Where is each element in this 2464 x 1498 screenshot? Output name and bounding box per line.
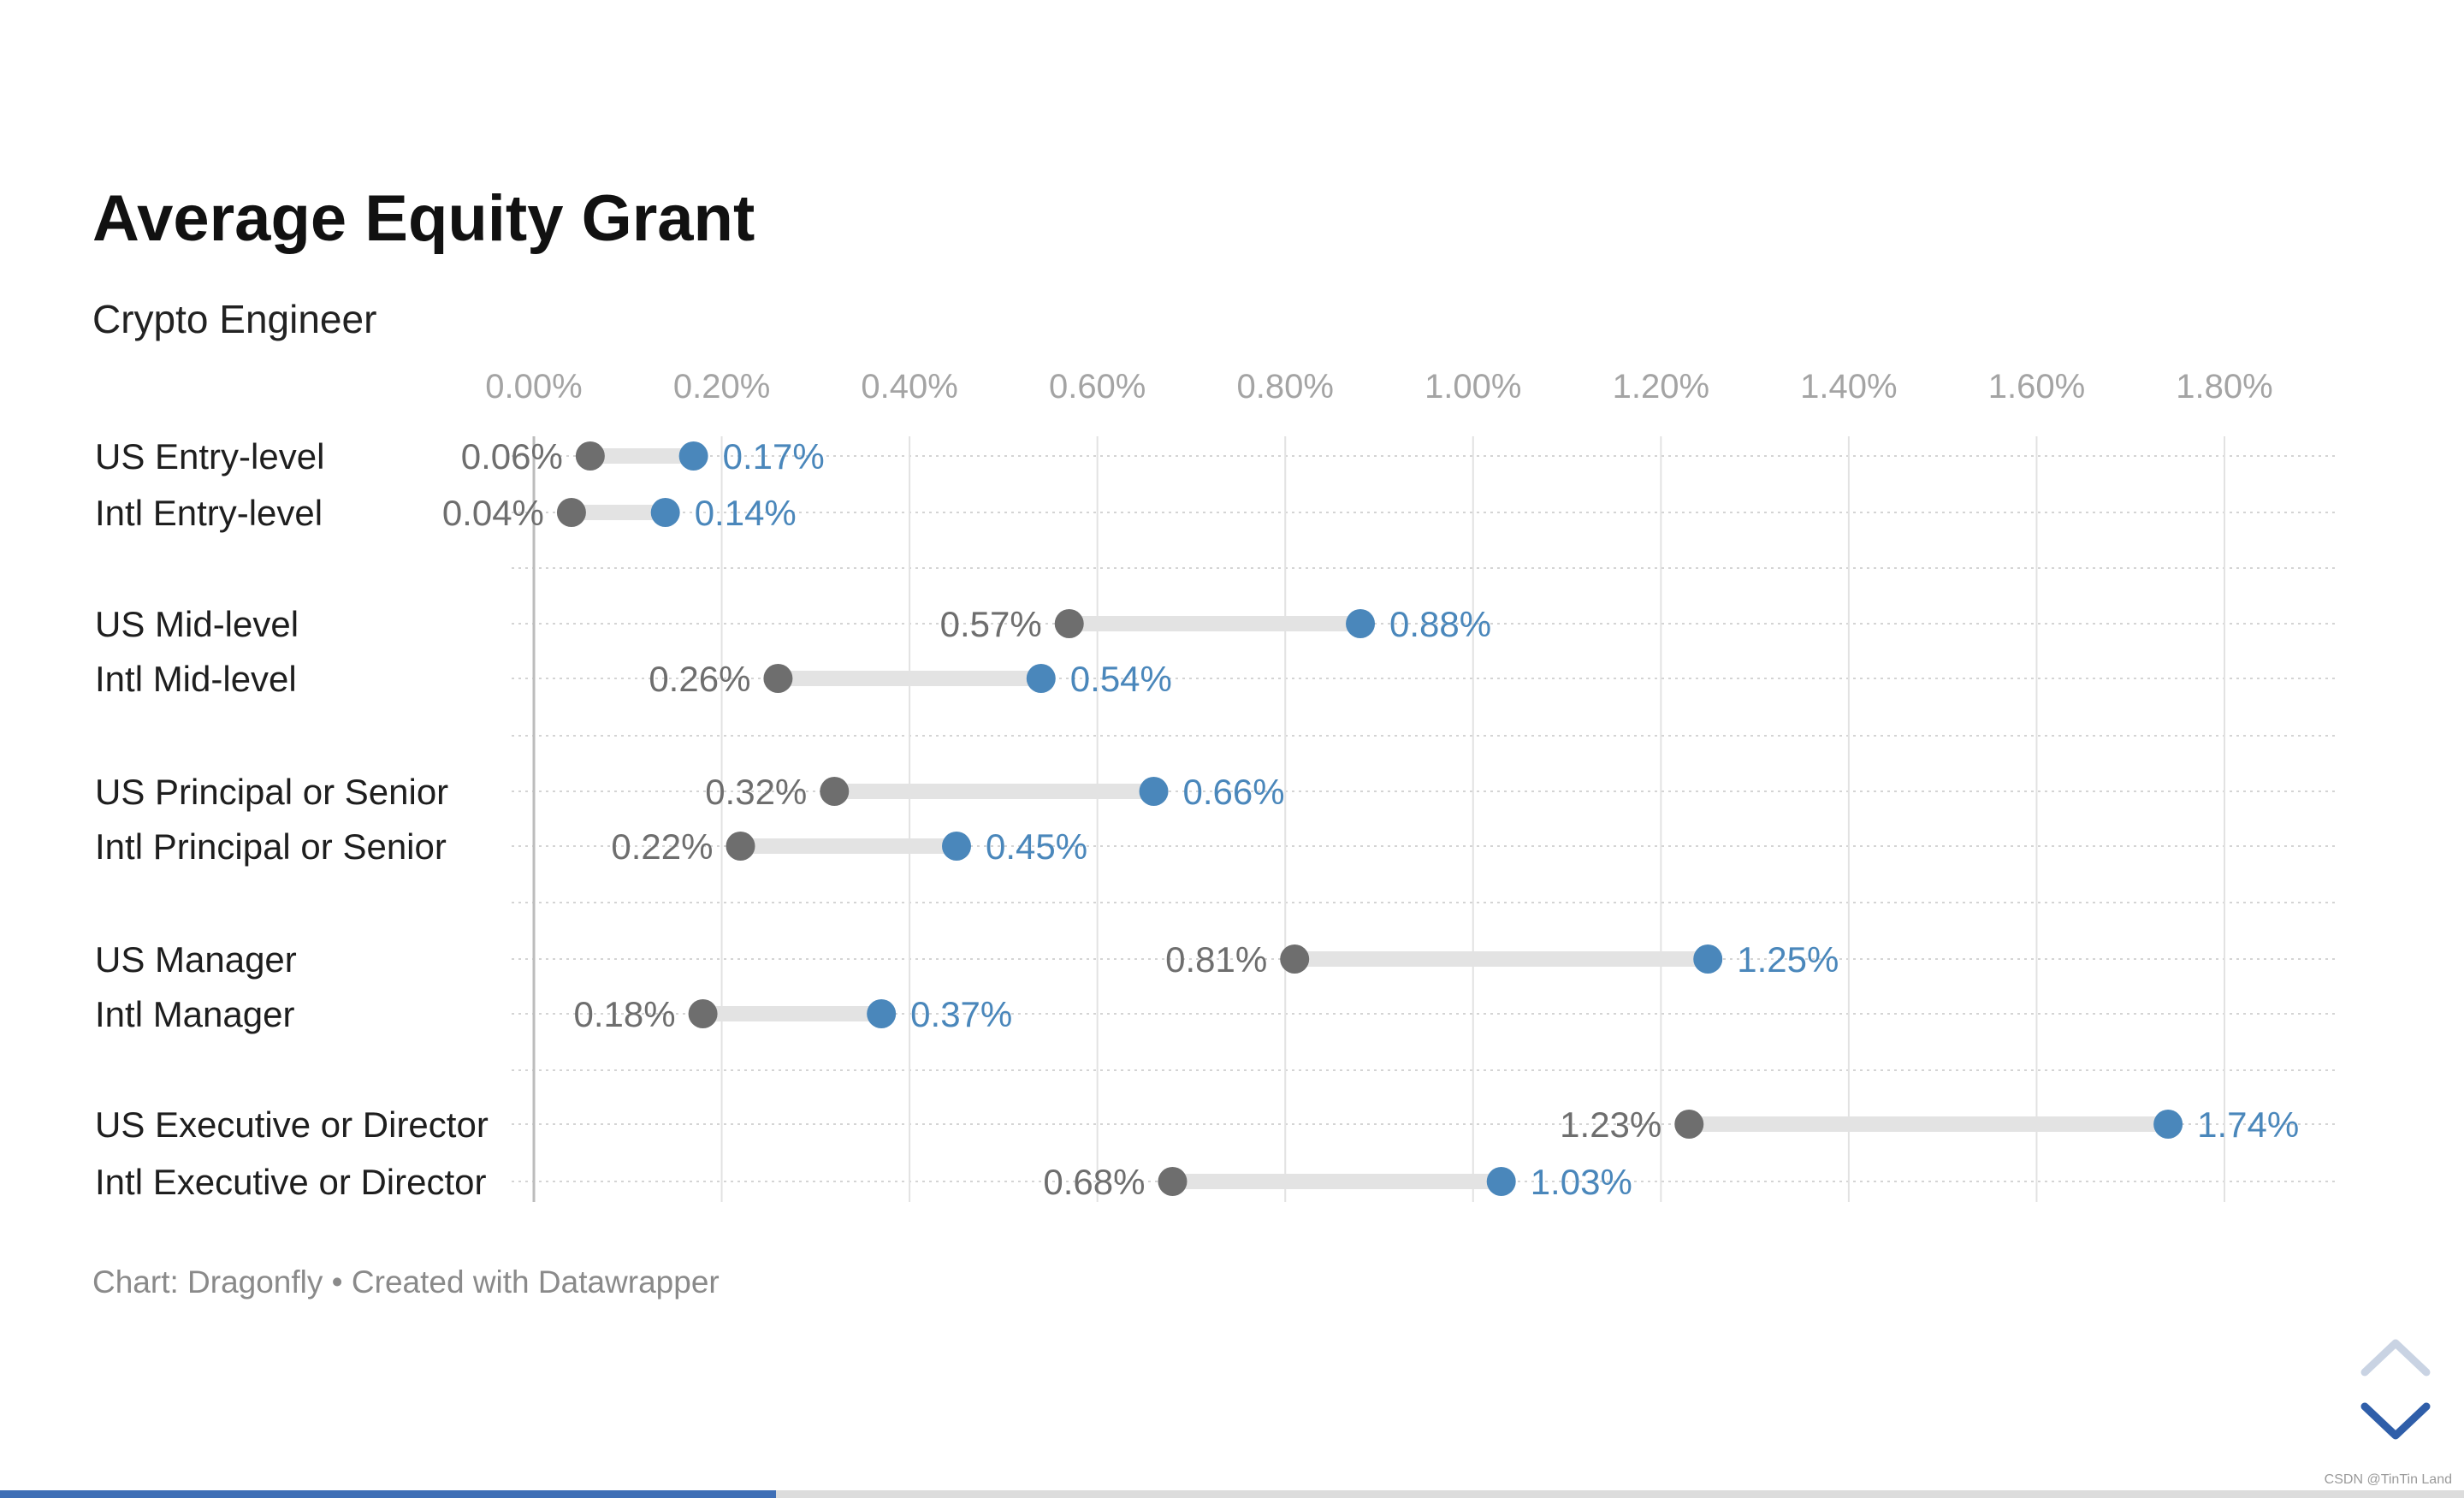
low-value-label: 0.04% — [442, 493, 544, 533]
chart-footer: Chart: Dragonfly • Created with Datawrap… — [92, 1264, 720, 1300]
low-value-dot — [1674, 1110, 1704, 1139]
low-value-label: 1.23% — [1560, 1104, 1661, 1145]
x-tick-label: 1.20% — [1613, 368, 1709, 406]
chevron-down-icon — [2360, 1402, 2431, 1440]
high-value-label: 0.66% — [1183, 772, 1285, 812]
low-value-dot — [1054, 609, 1084, 638]
low-value-label: 0.06% — [461, 436, 563, 477]
low-value-label: 0.57% — [940, 604, 1042, 644]
reading-progress-fill — [0, 1490, 777, 1498]
category-label: Intl Mid-level — [95, 659, 297, 699]
scroll-down-button[interactable] — [2353, 1396, 2438, 1448]
high-value-label: 0.37% — [910, 994, 1012, 1034]
x-tick-label: 0.20% — [673, 368, 770, 406]
category-label: US Executive or Director — [95, 1104, 489, 1145]
category-label: Intl Principal or Senior — [95, 826, 447, 867]
category-label: US Mid-level — [95, 604, 299, 644]
category-label: US Principal or Senior — [95, 772, 448, 812]
x-tick-label: 1.40% — [1800, 368, 1897, 406]
x-tick-label: 1.60% — [1988, 368, 2085, 406]
high-value-dot — [678, 441, 708, 471]
high-value-label: 1.03% — [1531, 1162, 1632, 1202]
low-value-dot — [1280, 944, 1310, 974]
high-value-label: 0.14% — [695, 493, 797, 533]
category-label: US Entry-level — [95, 436, 324, 477]
low-value-label: 0.68% — [1043, 1162, 1145, 1202]
high-value-dot — [1346, 609, 1376, 638]
chevron-up-icon — [2360, 1339, 2431, 1377]
category-label: US Manager — [95, 939, 297, 980]
low-value-dot — [1158, 1167, 1188, 1196]
x-tick-label: 1.80% — [2176, 368, 2272, 406]
low-value-dot — [575, 441, 605, 471]
high-value-dot — [1139, 777, 1169, 806]
watermark: CSDN @TinTin Land — [2324, 1472, 2452, 1487]
low-value-label: 0.26% — [649, 659, 750, 699]
high-value-dot — [1026, 664, 1056, 693]
low-value-dot — [726, 832, 755, 861]
high-value-dot — [867, 999, 897, 1028]
category-label: Intl Executive or Director — [95, 1162, 487, 1202]
high-value-label: 0.17% — [723, 436, 825, 477]
low-value-dot — [688, 999, 718, 1028]
dot-range-chart: 0.00% 0.20% 0.40% 0.60% 0.80% 1.00% 1.20% 1.40%… — [95, 368, 2337, 1202]
high-value-label: 1.74% — [2197, 1104, 2299, 1145]
category-label: Intl Entry-level — [95, 493, 323, 533]
chart-title: Average Equity Grant — [92, 182, 755, 255]
high-value-dot — [2153, 1110, 2183, 1139]
high-value-label: 0.88% — [1389, 604, 1491, 644]
chart-subtitle: Crypto Engineer — [92, 297, 377, 341]
x-tick-label: 1.00% — [1424, 368, 1521, 406]
x-tick-label: 0.60% — [1049, 368, 1146, 406]
low-value-label: 0.32% — [705, 772, 807, 812]
x-tick-label: 0.00% — [485, 368, 582, 406]
low-value-label: 0.81% — [1165, 939, 1267, 980]
high-value-dot — [650, 498, 680, 527]
x-tick-label: 0.40% — [861, 368, 957, 406]
low-value-dot — [556, 498, 586, 527]
high-value-dot — [1693, 944, 1723, 974]
reading-progress-bar — [0, 1490, 2464, 1498]
high-value-dot — [1486, 1167, 1516, 1196]
low-value-label: 0.22% — [611, 826, 713, 867]
high-value-label: 0.54% — [1070, 659, 1172, 699]
scroll-up-button[interactable] — [2353, 1335, 2438, 1386]
category-label: Intl Manager — [95, 994, 294, 1034]
high-value-label: 0.45% — [986, 826, 1087, 867]
low-value-dot — [763, 664, 793, 693]
high-value-label: 1.25% — [1737, 939, 1839, 980]
low-value-dot — [820, 777, 850, 806]
low-value-label: 0.18% — [574, 994, 676, 1034]
x-tick-label: 0.80% — [1237, 368, 1334, 406]
high-value-dot — [942, 832, 971, 861]
